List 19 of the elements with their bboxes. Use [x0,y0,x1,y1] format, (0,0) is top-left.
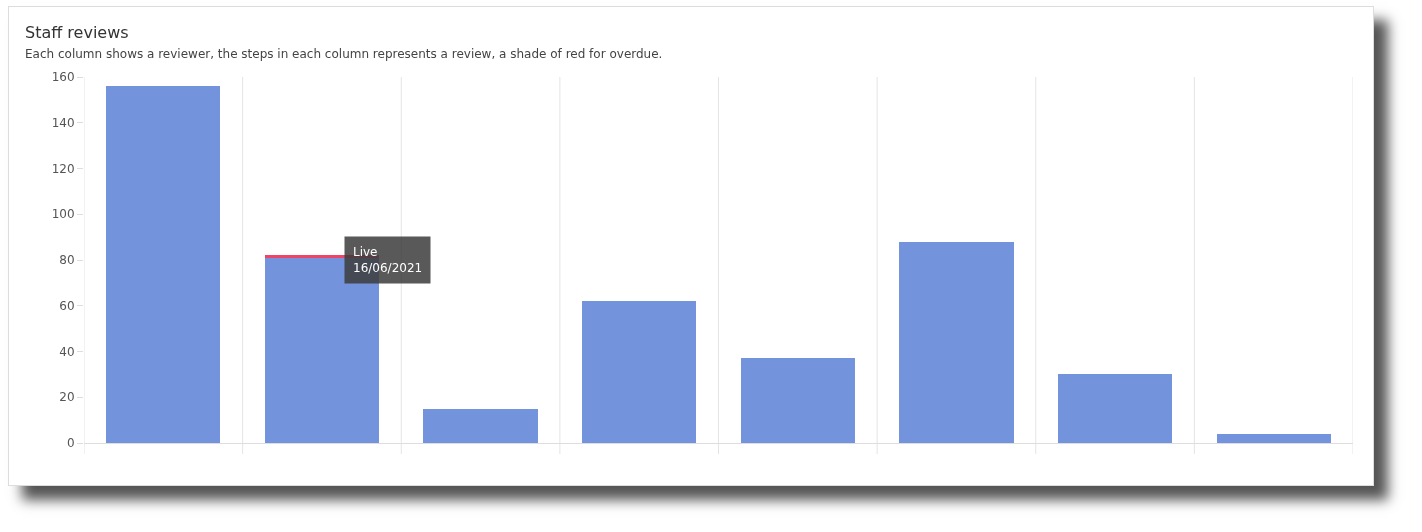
bar [899,241,1014,443]
y-tick-label: 80 [59,253,75,268]
bar [740,358,855,443]
bar [423,408,538,443]
y-tick-label: 40 [59,344,75,359]
chart-title: Staff reviews [25,23,129,42]
y-tick-label: 60 [59,298,75,313]
bar [106,86,221,443]
y-tick-label: 160 [51,70,75,85]
chart-subtitle: Each column shows a reviewer, the steps in each column represents a review, a shade of red for overdue. [25,47,663,61]
y-tick-label: 20 [59,390,75,405]
y-tick-label: 100 [51,207,75,222]
annotation: Live 16/06/2021 [353,245,423,275]
bar [1057,374,1173,443]
y-tick-label: 0 [66,436,75,451]
y-tick-label: 120 [51,161,75,176]
bar [1216,433,1331,443]
bar [582,301,697,443]
y-tick-label: 140 [51,115,75,130]
